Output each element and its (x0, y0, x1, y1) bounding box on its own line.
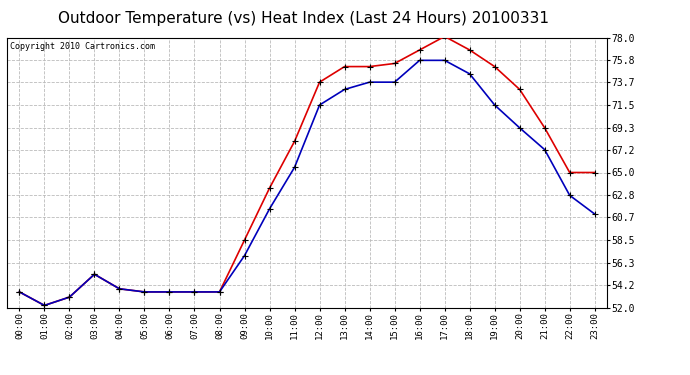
Text: Copyright 2010 Cartronics.com: Copyright 2010 Cartronics.com (10, 42, 155, 51)
Text: Outdoor Temperature (vs) Heat Index (Last 24 Hours) 20100331: Outdoor Temperature (vs) Heat Index (Las… (58, 11, 549, 26)
